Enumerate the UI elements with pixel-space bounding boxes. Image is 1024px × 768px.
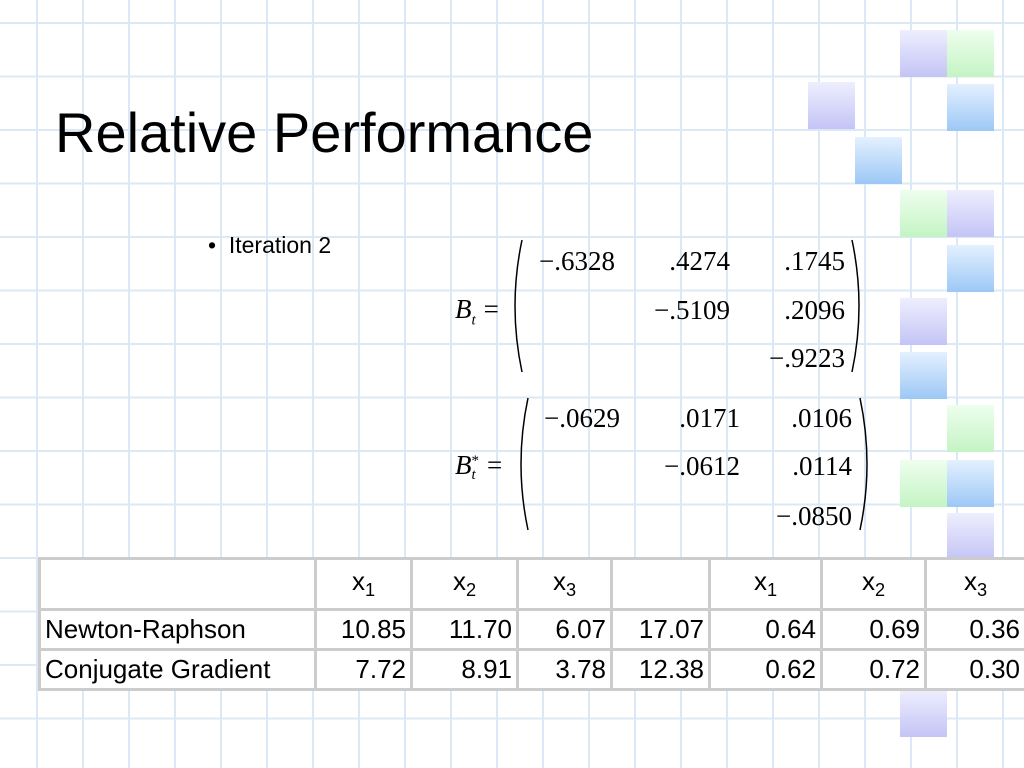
var: x <box>963 566 977 597</box>
deco <box>900 190 947 237</box>
matrix-cell: −.5109 <box>654 295 730 325</box>
bullet-text: Iteration 2 <box>228 232 332 258</box>
header-cell <box>38 557 317 611</box>
deco <box>855 137 902 184</box>
cell: 11.70 <box>410 608 519 651</box>
sub: 2 <box>874 580 886 601</box>
cell: 10.85 <box>314 608 413 651</box>
var: x <box>552 566 566 597</box>
deco <box>947 190 994 237</box>
matrix-cell: .2096 <box>784 295 845 325</box>
matrix-cell: −.0850 <box>776 501 852 531</box>
header-cell: x3 <box>924 557 1024 611</box>
matrix-cell: −.0612 <box>664 451 740 481</box>
matrix-label: Bt = <box>455 294 499 329</box>
sub: 3 <box>976 580 988 601</box>
deco <box>900 298 947 345</box>
header-cell <box>610 557 711 611</box>
deco <box>900 30 947 77</box>
title: Relative Performance <box>55 101 594 164</box>
var: x <box>861 566 875 597</box>
matrix-cell: .0106 <box>791 403 852 433</box>
sup: * <box>471 452 480 469</box>
cell: 3.78 <box>516 648 613 691</box>
cell: 0.62 <box>708 648 823 691</box>
paren <box>851 239 860 373</box>
equals: = <box>483 294 499 324</box>
sub: 1 <box>364 580 376 601</box>
matrix-cell: .0171 <box>679 403 740 433</box>
deco <box>947 460 994 507</box>
matrix-cell: .4274 <box>669 246 730 276</box>
equals: = <box>487 450 503 480</box>
deco <box>947 405 994 452</box>
matrix-cell: −.6328 <box>539 246 615 276</box>
deco <box>900 460 947 507</box>
row-name: Newton-Raphson <box>38 608 317 651</box>
cell: 8.91 <box>410 648 519 691</box>
matrix-label: B * t = <box>455 450 502 482</box>
cell: 7.72 <box>314 648 413 691</box>
cell: 17.07 <box>610 608 711 651</box>
cell: 6.07 <box>516 608 613 651</box>
row: Newton-Raphson 10.85 11.70 6.07 17.07 0.64 0.6… <box>38 608 1024 651</box>
symbol: B <box>455 294 472 324</box>
symbol: B <box>455 450 472 480</box>
cell: 12.38 <box>610 648 711 691</box>
cell: 0.36 <box>924 608 1024 651</box>
deco <box>947 30 994 77</box>
sub: 3 <box>565 580 577 601</box>
matrix-cell: −.9223 <box>769 343 845 373</box>
var: x <box>351 566 365 597</box>
matrix-cell: .0114 <box>792 451 852 481</box>
row: Conjugate Gradient 7.72 8.91 3.78 12.38 0.62 0… <box>38 648 1024 691</box>
cell: 0.69 <box>820 608 927 651</box>
deco <box>900 690 947 737</box>
results-table: x1 x2 x3 x1 x2 x3 Newton-Raphson 10.85 11.70 6.07… <box>38 557 1024 691</box>
deco <box>947 245 994 292</box>
var: x <box>452 566 466 597</box>
deco <box>808 82 855 129</box>
var: x <box>753 566 767 597</box>
header-row: x1 x2 x3 x1 x2 x3 <box>38 557 1024 611</box>
cell: 0.30 <box>924 648 1024 691</box>
cell: 0.64 <box>708 608 823 651</box>
deco <box>947 84 994 131</box>
sub: 2 <box>465 580 477 601</box>
header-cell: x3 <box>516 557 613 611</box>
scripts: * t <box>471 452 480 483</box>
matrix-cell: −.0629 <box>544 403 620 433</box>
header-cell: x2 <box>410 557 519 611</box>
deco <box>900 352 947 399</box>
row-name: Conjugate Gradient <box>38 648 317 691</box>
deco <box>947 513 994 560</box>
header-cell: x2 <box>820 557 927 611</box>
sub: t <box>471 466 476 483</box>
header-cell: x1 <box>314 557 413 611</box>
bullet: • Iteration 2 <box>208 232 332 258</box>
sub: 1 <box>766 580 778 601</box>
cell: 0.72 <box>820 648 927 691</box>
paren <box>859 397 868 531</box>
header-cell: x1 <box>708 557 823 611</box>
matrix-cell: .1745 <box>784 246 845 276</box>
sub: t <box>471 312 476 329</box>
